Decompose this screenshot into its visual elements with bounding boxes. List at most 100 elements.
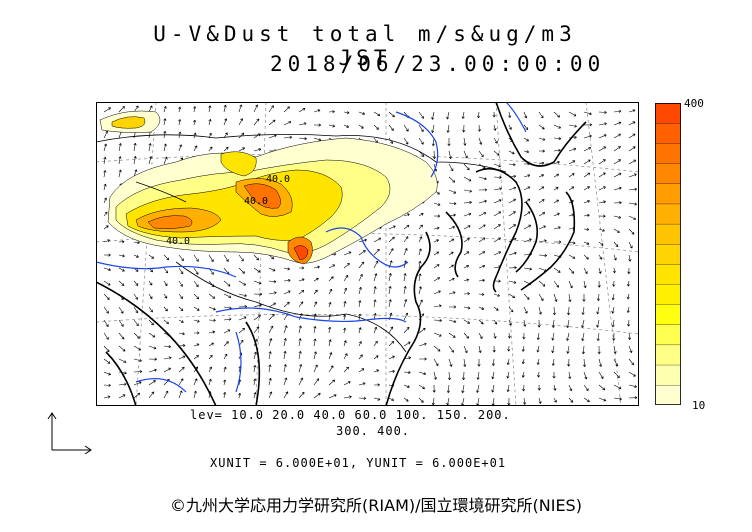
wind-arrow	[583, 371, 588, 380]
wind-arrow	[178, 293, 183, 299]
wind-arrow	[253, 254, 259, 261]
colorbar-cell	[655, 223, 681, 245]
wind-arrow	[208, 330, 216, 334]
wind-arrow	[223, 293, 232, 298]
wind-arrow	[612, 280, 616, 287]
wind-arrow	[133, 319, 139, 327]
wind-arrow	[431, 111, 435, 120]
wind-arrow	[298, 301, 304, 308]
wind-arrow	[583, 172, 591, 178]
wind-arrow	[463, 319, 471, 324]
wind-arrow	[537, 384, 541, 391]
wind-arrow	[447, 371, 452, 381]
wind-arrow	[328, 276, 334, 282]
wind-arrow	[133, 293, 138, 300]
wind-arrow	[506, 358, 510, 366]
wind-arrow	[178, 119, 182, 126]
wind-arrow	[568, 160, 576, 165]
wind-arrow	[538, 174, 545, 178]
wind-arrow	[582, 358, 587, 367]
wind-arrow	[103, 358, 111, 364]
wind-arrow	[583, 159, 591, 165]
wind-arrow	[253, 364, 257, 373]
wind-arrow	[596, 332, 600, 341]
wind-arrow	[583, 267, 588, 275]
wind-arrow	[628, 146, 636, 152]
wind-arrow	[508, 124, 512, 130]
wind-arrow	[133, 254, 139, 258]
wind-arrow	[508, 111, 512, 118]
wind-arrow	[551, 319, 555, 328]
wind-arrow	[583, 254, 589, 260]
wind-arrow	[343, 124, 350, 128]
wind-arrow	[598, 241, 604, 246]
dust-area-level-200	[243, 183, 281, 209]
colorbar-min-label: 10	[692, 399, 706, 412]
wind-arrow	[568, 186, 575, 191]
wind-arrow	[478, 319, 484, 325]
wind-arrow	[238, 118, 243, 126]
wind-arrow	[538, 124, 545, 130]
wind-arrow	[388, 236, 395, 243]
wind-arrow	[478, 188, 488, 192]
wind-arrow	[163, 267, 169, 274]
wind-arrow	[508, 163, 516, 167]
wind-arrow	[373, 355, 379, 360]
wind-arrow	[583, 227, 590, 231]
wind-arrow	[298, 290, 305, 295]
wind-arrow	[628, 215, 637, 220]
wind-arrow	[163, 143, 167, 152]
wind-arrow	[283, 364, 287, 373]
wind-arrow	[268, 325, 274, 334]
wind-arrow	[598, 146, 607, 152]
wind-arrow	[508, 150, 515, 155]
wind-arrow	[626, 293, 630, 300]
wind-arrow	[568, 371, 572, 379]
wind-arrow	[611, 306, 615, 314]
wind-arrow	[463, 306, 471, 310]
wind-arrow	[448, 345, 454, 353]
wind-arrow	[418, 111, 424, 119]
wind-arrow	[253, 303, 262, 308]
wind-arrow	[238, 104, 243, 113]
wind-arrow	[103, 383, 111, 387]
wind-arrow	[313, 351, 317, 360]
wind-arrow	[506, 384, 510, 392]
wind-arrow	[567, 358, 571, 367]
wind-arrow	[463, 176, 472, 182]
wind-arrow	[523, 124, 529, 130]
wind-arrow	[433, 332, 442, 337]
colorbar-cell	[655, 263, 681, 285]
wind-arrow	[178, 355, 186, 360]
wind-arrow	[552, 306, 556, 316]
wind-arrow	[373, 237, 382, 243]
wind-arrow	[103, 156, 107, 165]
wind-arrow	[163, 118, 167, 126]
wind-arrow	[551, 332, 555, 341]
wind-arrow	[583, 186, 590, 191]
wind-arrow	[313, 325, 317, 334]
map-title: U-V&Dust total m/s&ug/m3 JST	[153, 22, 577, 70]
wind-arrow	[178, 254, 184, 262]
colorbar-cell	[655, 143, 681, 164]
colorbar-cell	[655, 203, 681, 225]
wind-arrow	[492, 345, 496, 353]
wind-arrow	[268, 291, 277, 295]
dust-area-level-150	[147, 215, 193, 229]
wind-arrow	[598, 358, 603, 367]
wind-arrow	[163, 254, 170, 261]
wind-arrow	[523, 150, 530, 154]
wind-arrow	[133, 155, 137, 165]
wind-arrow	[478, 345, 482, 354]
wind-arrow	[148, 319, 154, 326]
wind-arrow	[537, 371, 541, 378]
wind-arrow	[298, 108, 306, 113]
wind-arrow	[373, 286, 377, 295]
wind-arrow	[268, 267, 276, 272]
wind-arrow	[373, 111, 381, 116]
wind-arrow	[521, 345, 525, 352]
wind-arrow	[598, 254, 603, 260]
wind-arrow	[193, 355, 199, 360]
wind-arrow	[418, 286, 422, 295]
wind-arrow	[598, 122, 607, 126]
